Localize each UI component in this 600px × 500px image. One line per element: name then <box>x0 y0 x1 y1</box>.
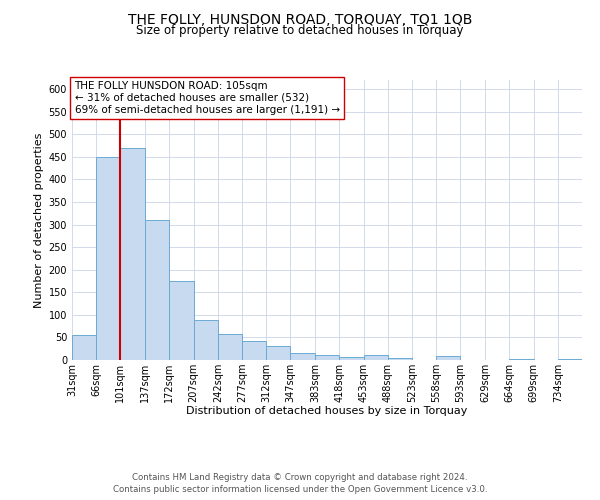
Bar <box>340 357 364 360</box>
Bar <box>242 340 266 360</box>
Y-axis label: Number of detached properties: Number of detached properties <box>34 132 44 308</box>
Bar <box>96 157 121 360</box>
Bar <box>290 353 314 360</box>
Text: Size of property relative to detached houses in Torquay: Size of property relative to detached ho… <box>136 24 464 37</box>
Bar <box>364 356 388 360</box>
X-axis label: Distribution of detached houses by size in Torquay: Distribution of detached houses by size … <box>187 406 467 416</box>
Bar <box>315 356 340 360</box>
Bar <box>266 346 290 360</box>
Bar <box>145 220 169 360</box>
Text: THE FOLLY, HUNSDON ROAD, TORQUAY, TQ1 1QB: THE FOLLY, HUNSDON ROAD, TORQUAY, TQ1 1Q… <box>128 12 472 26</box>
Bar <box>509 358 533 360</box>
Text: Contains HM Land Registry data © Crown copyright and database right 2024.
Contai: Contains HM Land Registry data © Crown c… <box>113 472 487 494</box>
Bar <box>436 356 460 360</box>
Bar <box>194 320 218 360</box>
Bar <box>72 335 96 360</box>
Bar <box>558 358 582 360</box>
Text: THE FOLLY HUNSDON ROAD: 105sqm
← 31% of detached houses are smaller (532)
69% of: THE FOLLY HUNSDON ROAD: 105sqm ← 31% of … <box>74 82 340 114</box>
Bar <box>218 334 242 360</box>
Bar <box>121 148 145 360</box>
Bar <box>388 358 412 360</box>
Bar <box>169 281 194 360</box>
